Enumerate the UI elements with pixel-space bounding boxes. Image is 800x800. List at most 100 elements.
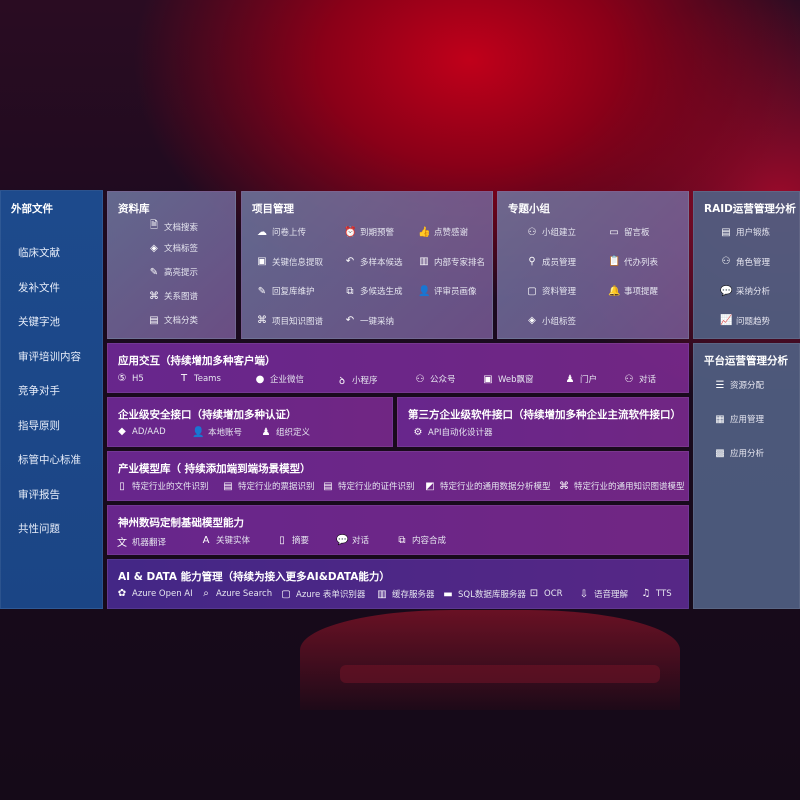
feature-item[interactable]: 👍 点赞感谢 bbox=[418, 226, 468, 239]
feature-item[interactable]: ⌘ 特定行业的通用知识图谱模型 bbox=[558, 480, 685, 493]
feature-label: 回复库维护 bbox=[272, 287, 315, 297]
feature-item[interactable]: ⚇ 对话 bbox=[623, 373, 657, 386]
feature-item[interactable]: ♟ 门户 bbox=[564, 373, 598, 386]
feature-item[interactable]: ▯ 特定行业的文件识别 bbox=[116, 480, 208, 493]
feature-item[interactable]: ☰ 资源分配 bbox=[714, 379, 765, 392]
list-icon: ☰ bbox=[715, 379, 725, 391]
feature-item[interactable]: 📈 问题趋势 bbox=[720, 315, 770, 327]
feature-item[interactable]: ▣ Web飘窗 bbox=[482, 373, 533, 386]
cloud-upload-icon: ☁ bbox=[257, 226, 267, 238]
feature-item[interactable]: ⏰ 到期预警 bbox=[344, 226, 394, 239]
feature-item[interactable]: ☁ 问卷上传 bbox=[256, 226, 306, 239]
feature-item[interactable]: ↶ 一键采纳 bbox=[344, 315, 394, 327]
feature-item[interactable]: ▣ 关键信息提取 bbox=[256, 256, 323, 268]
panel-title: 专题小组 bbox=[508, 203, 550, 215]
feature-item[interactable]: 📋 代办列表 bbox=[608, 256, 658, 268]
feature-label: SQL数据库服务器 bbox=[458, 590, 526, 600]
feature-item[interactable]: ▯ 摘要 bbox=[276, 534, 310, 547]
edit-icon: ✎ bbox=[257, 285, 267, 297]
sidebar-item[interactable]: 标管中心标准 bbox=[18, 454, 81, 466]
entity-icon: A bbox=[202, 534, 210, 546]
feature-item[interactable]: ▬ SQL数据库服务器 bbox=[442, 588, 526, 601]
feature-item[interactable]: ↶ 多样本候选 bbox=[344, 256, 403, 268]
feature-item[interactable]: ▤ 特定行业的票据识别 bbox=[222, 480, 315, 493]
feature-item[interactable]: 👤 本地账号 bbox=[192, 426, 242, 439]
chat-icon: 💬 bbox=[336, 534, 349, 546]
sidebar-item[interactable]: 竞争对手 bbox=[18, 385, 60, 397]
diamond-icon: ◆ bbox=[118, 426, 126, 437]
feature-label: 内容合成 bbox=[412, 536, 447, 546]
feature-item[interactable]: ⊡ OCR bbox=[528, 588, 563, 599]
feature-label: OCR bbox=[544, 588, 563, 599]
feature-label: Teams bbox=[194, 373, 221, 384]
tag-icon: ◈ bbox=[528, 315, 536, 326]
feature-item[interactable]: ♫ TTS bbox=[640, 588, 672, 599]
feature-label: 特定行业的通用知识图谱模型 bbox=[574, 482, 685, 492]
sidebar-item[interactable]: 关键字池 bbox=[18, 316, 60, 328]
puzzle-icon: ⧉ bbox=[398, 534, 406, 546]
feature-item[interactable]: ⚇ 小组建立 bbox=[526, 226, 577, 239]
feature-item[interactable]: ⚇ 公众号 bbox=[414, 373, 456, 386]
feature-item[interactable]: 💬 对话 bbox=[336, 534, 369, 547]
feature-item[interactable]: ● 企业微信 bbox=[254, 373, 304, 386]
feature-item[interactable]: ⚇ 角色管理 bbox=[720, 256, 771, 268]
sidebar-item[interactable]: 审评报告 bbox=[18, 488, 60, 501]
feature-item[interactable]: ▤ 用户锻炼 bbox=[720, 226, 770, 239]
sidebar-item[interactable]: 临床文献 bbox=[18, 247, 60, 259]
feature-item[interactable]: A 关键实体 bbox=[200, 534, 250, 547]
feature-item[interactable]: ▤ 特定行业的证件识别 bbox=[322, 480, 414, 493]
feature-item[interactable]: ✎ 高亮提示 bbox=[148, 266, 198, 279]
feature-item[interactable]: ◈ 小组标签 bbox=[526, 315, 576, 327]
feature-item[interactable]: 🔔 事项提醒 bbox=[608, 285, 658, 298]
sidebar-item[interactable]: 共性问题 bbox=[18, 523, 60, 535]
feature-item[interactable]: 👤 评审员画像 bbox=[418, 285, 477, 298]
feature-label: 文档标签 bbox=[164, 244, 199, 254]
feature-item[interactable]: ▩ 应用分析 bbox=[714, 447, 764, 460]
trend-icon: 📈 bbox=[720, 315, 733, 326]
feature-item[interactable]: ◈ 文档标签 bbox=[148, 242, 199, 255]
feature-item[interactable]: ◩ 特定行业的通用数据分析模型 bbox=[424, 480, 550, 493]
feature-label: 特定行业的票据识别 bbox=[238, 482, 315, 492]
feature-item[interactable]: ⧉ 内容合成 bbox=[396, 534, 447, 547]
sidebar-external-files: 外部文件 临床文献 发补文件 关键字池 审评培训内容 竞争对手 指导原则 标管中心标准 审评报… bbox=[0, 190, 103, 609]
feature-item[interactable]: ⧉ 多候选生成 bbox=[344, 285, 402, 298]
feature-item[interactable]: ⚲ 成员管理 bbox=[526, 256, 576, 268]
panel-library: 资料库 🗎 文档搜索 ◈ 文档标签 ✎ 高亮提示 ⌘ 关系图谱 ▤ 文档分类 bbox=[107, 191, 236, 339]
feature-item[interactable]: ▥ 内部专家排名 bbox=[418, 256, 485, 268]
feature-item[interactable]: ꝺ 小程序 bbox=[336, 373, 378, 387]
feature-item[interactable]: ▥ 缓存服务器 bbox=[376, 588, 434, 601]
feature-item[interactable]: ▢ 资料管理 bbox=[526, 285, 576, 298]
feature-item[interactable]: ▭ 留言板 bbox=[608, 226, 649, 239]
feature-item[interactable]: ✎ 回复库维护 bbox=[256, 285, 315, 298]
feature-item[interactable]: ✿ Azure Open AI bbox=[116, 588, 193, 599]
feature-item[interactable]: ▤ 文档分类 bbox=[148, 314, 198, 327]
feature-label: 角色管理 bbox=[736, 257, 771, 268]
feature-item[interactable]: 文机器翻译 bbox=[116, 534, 167, 550]
sidebar-item[interactable]: 审评培训内容 bbox=[18, 350, 81, 363]
feature-item[interactable]: ▦ 应用管理 bbox=[714, 413, 764, 426]
feature-item[interactable]: ⇩ 语音理解 bbox=[578, 588, 628, 601]
feature-label: 一键采纳 bbox=[360, 316, 395, 327]
feature-label: 机器翻译 bbox=[132, 537, 167, 548]
user-add-icon: ⚲ bbox=[528, 256, 536, 267]
feature-item[interactable]: T Teams bbox=[178, 373, 221, 384]
sidebar-item[interactable]: 指导原则 bbox=[18, 419, 60, 432]
sidebar-item[interactable]: 发补文件 bbox=[18, 281, 60, 294]
translate-icon: 文 bbox=[117, 538, 127, 549]
feature-item[interactable]: ⑤ H5 bbox=[116, 373, 144, 384]
feature-item[interactable]: ⌘ 关系图谱 bbox=[148, 290, 198, 303]
feature-item[interactable]: 🗎 文档搜索 bbox=[148, 218, 198, 235]
panel-interaction: 应用交互（持续增加多种客户端） ⑤ H5 T Teams ● 企业微信 ꝺ 小程序 ⚇ 公众号 ▣ We… bbox=[107, 343, 689, 393]
gear-icon: ⚙ bbox=[413, 426, 423, 438]
feature-item[interactable]: ◆ AD/AAD bbox=[116, 426, 166, 437]
feature-label: 摘要 bbox=[292, 536, 310, 546]
user-icon: 👤 bbox=[192, 426, 205, 438]
feature-item[interactable]: ⚙ API自动化设计器 bbox=[412, 426, 493, 439]
feature-item[interactable]: ⌘ 项目知识图谱 bbox=[256, 315, 323, 327]
feature-item[interactable]: ⌕ Azure Search bbox=[200, 588, 272, 599]
feature-item[interactable]: ▢ Azure 表单识别器 bbox=[280, 588, 365, 601]
pen-icon: ✎ bbox=[149, 266, 159, 278]
reply-icon: ↶ bbox=[345, 315, 355, 326]
feature-item[interactable]: 💬 采纳分析 bbox=[720, 285, 770, 298]
feature-item[interactable]: ♟ 组织定义 bbox=[260, 426, 311, 439]
